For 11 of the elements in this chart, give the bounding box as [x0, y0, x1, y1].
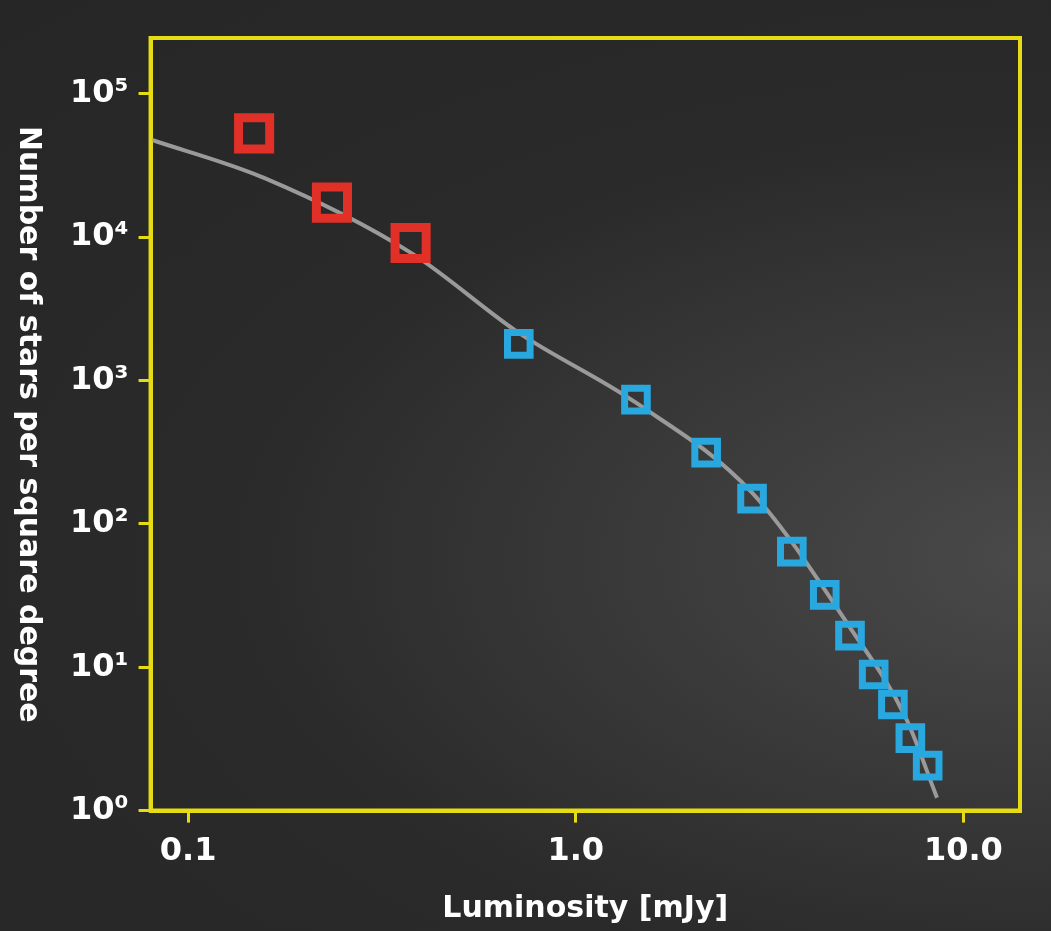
- x-axis-title: Luminosity [mJy]: [442, 888, 729, 924]
- x-tick-label: 0.1: [159, 830, 217, 869]
- y-tick-label: 10⁴: [70, 215, 129, 254]
- y-axis-title: Number of stars per square degree: [13, 125, 49, 723]
- y-tick-label: 10¹: [70, 645, 129, 684]
- y-tick-label: 10³: [70, 358, 129, 397]
- x-tick-label: 1.0: [547, 830, 605, 869]
- x-tick-label: 10.0: [923, 830, 1003, 869]
- y-tick-label: 10⁵: [70, 72, 129, 111]
- y-tick-label: 10⁰: [70, 788, 129, 827]
- y-tick-label: 10²: [70, 502, 129, 541]
